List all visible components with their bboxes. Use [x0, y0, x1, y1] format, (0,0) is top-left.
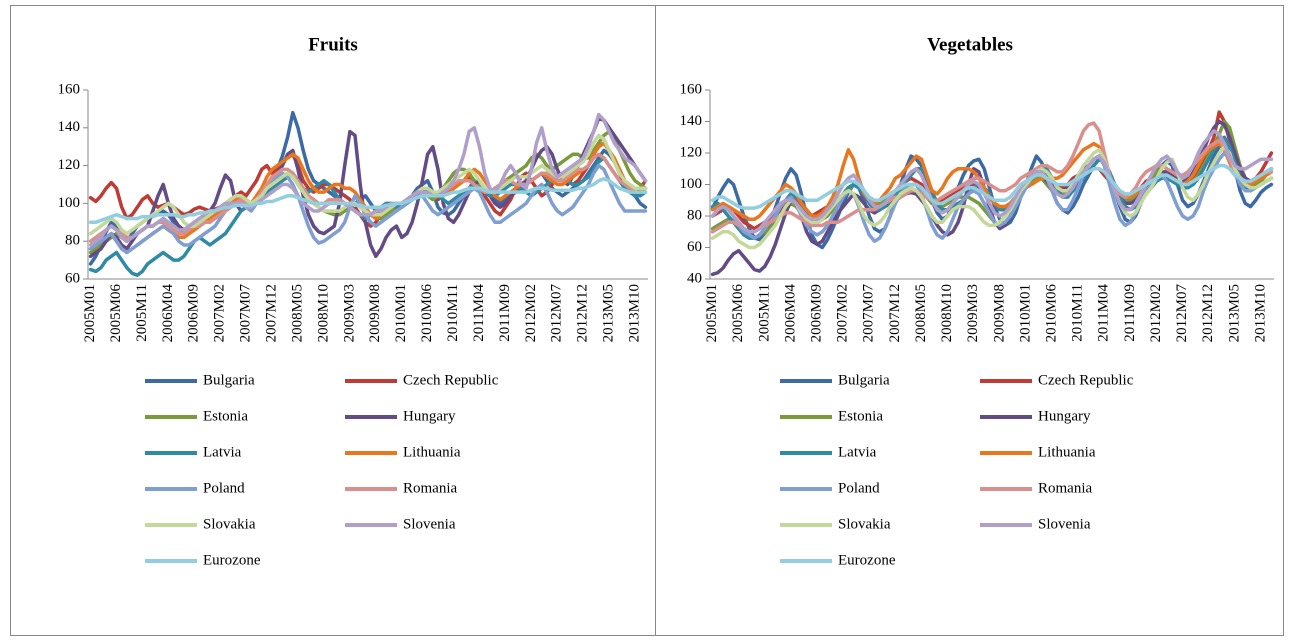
x-tick-label: 2013M05 — [601, 284, 617, 342]
x-tick-label: 2005M06 — [108, 284, 124, 343]
series-line — [710, 163, 1274, 210]
legend-label: Czech Republic — [403, 372, 499, 388]
y-tick-label: 60 — [65, 270, 80, 286]
x-tick-label: 2009M08 — [991, 284, 1007, 342]
legend-label: Slovakia — [203, 516, 256, 532]
x-tick-label: 2010M06 — [1043, 284, 1059, 343]
y-tick-label: 120 — [58, 157, 81, 173]
x-tick-label: 2007M02 — [212, 284, 228, 342]
y-tick-label: 100 — [680, 176, 703, 192]
x-tick-label: 2010M01 — [1017, 284, 1033, 342]
y-tick-label: 100 — [58, 195, 81, 211]
x-tick-label: 2012M12 — [575, 284, 591, 342]
legend-label: Bulgaria — [203, 372, 255, 388]
x-tick-label: 2006M04 — [782, 284, 798, 343]
y-tick-label: 120 — [680, 144, 703, 160]
x-tick-label: 2012M02 — [1148, 284, 1164, 342]
legend-label: Lithuania — [403, 444, 461, 460]
x-tick-label: 2012M02 — [523, 284, 539, 342]
series-line — [710, 129, 1274, 234]
legend-label: Hungary — [1038, 408, 1091, 424]
y-tick-label: 160 — [680, 81, 703, 97]
legend-label: Slovakia — [838, 516, 891, 532]
x-tick-label: 2005M01 — [704, 284, 720, 342]
y-tick-label: 80 — [65, 233, 80, 249]
x-tick-label: 2008M10 — [315, 284, 331, 342]
x-tick-label: 2005M11 — [756, 284, 772, 342]
x-tick-label: 2009M08 — [367, 284, 383, 342]
legend-label: Hungary — [403, 408, 456, 424]
x-tick-label: 2010M06 — [419, 284, 435, 343]
legend-label: Slovenia — [403, 516, 456, 532]
legend-label: Poland — [203, 480, 245, 496]
legend-label: Slovenia — [1038, 516, 1091, 532]
x-tick-label: 2007M02 — [835, 284, 851, 342]
x-tick-label: 2007M07 — [861, 284, 877, 343]
legend-label: Czech Republic — [1038, 372, 1134, 388]
legend-label: Latvia — [838, 444, 877, 460]
x-tick-label: 2009M03 — [341, 284, 357, 342]
y-tick-label: 140 — [58, 119, 81, 135]
legend-label: Latvia — [203, 444, 242, 460]
x-tick-label: 2009M03 — [965, 284, 981, 342]
x-tick-label: 2006M04 — [160, 284, 176, 343]
x-tick-label: 2006M09 — [186, 284, 202, 342]
legend-label: Poland — [838, 480, 880, 496]
y-tick-label: 60 — [687, 239, 702, 255]
series-line — [88, 112, 648, 247]
x-tick-label: 2011M09 — [497, 284, 513, 342]
x-tick-label: 2013M10 — [626, 284, 642, 342]
x-tick-label: 2011M04 — [471, 284, 487, 342]
x-tick-label: 2008M10 — [939, 284, 955, 342]
y-tick-label: 40 — [687, 270, 702, 286]
legend-label: Estonia — [838, 408, 883, 424]
series-line — [88, 163, 648, 255]
x-tick-label: 2008M05 — [289, 284, 305, 342]
y-tick-label: 140 — [680, 113, 703, 129]
x-tick-label: 2013M05 — [1226, 284, 1242, 342]
x-tick-label: 2007M12 — [887, 284, 903, 342]
legend-label: Romania — [403, 480, 457, 496]
legend-label: Estonia — [203, 408, 248, 424]
chart-title: Fruits — [308, 34, 358, 55]
x-tick-label: 2005M06 — [730, 284, 746, 343]
x-tick-label: 2013M10 — [1252, 284, 1268, 342]
x-tick-label: 2012M12 — [1200, 284, 1216, 342]
x-tick-label: 2011M09 — [1122, 284, 1138, 342]
x-tick-label: 2010M11 — [445, 284, 461, 342]
x-tick-label: 2010M11 — [1070, 284, 1086, 342]
x-tick-label: 2012M07 — [549, 284, 565, 343]
legend-label: Eurozone — [203, 552, 261, 568]
series-line — [88, 133, 648, 236]
x-tick-label: 2005M01 — [82, 284, 98, 342]
x-tick-label: 2010M01 — [393, 284, 409, 342]
y-tick-label: 160 — [58, 81, 81, 97]
x-tick-label: 2006M09 — [808, 284, 824, 342]
x-tick-label: 2005M11 — [134, 284, 150, 342]
y-tick-label: 80 — [687, 207, 702, 223]
frame — [10, 5, 1284, 636]
legend-label: Lithuania — [1038, 444, 1096, 460]
series-line — [88, 177, 648, 225]
x-tick-label: 2011M04 — [1096, 284, 1112, 342]
legend-label: Romania — [1038, 480, 1092, 496]
x-tick-label: 2007M12 — [264, 284, 280, 342]
chart-title: Vegetables — [927, 34, 1013, 55]
x-tick-label: 2012M07 — [1174, 284, 1190, 343]
x-tick-label: 2007M07 — [238, 284, 254, 343]
legend-label: Bulgaria — [838, 372, 890, 388]
x-tick-label: 2008M05 — [913, 284, 929, 342]
legend-label: Eurozone — [838, 552, 896, 568]
series-line — [710, 151, 1274, 243]
